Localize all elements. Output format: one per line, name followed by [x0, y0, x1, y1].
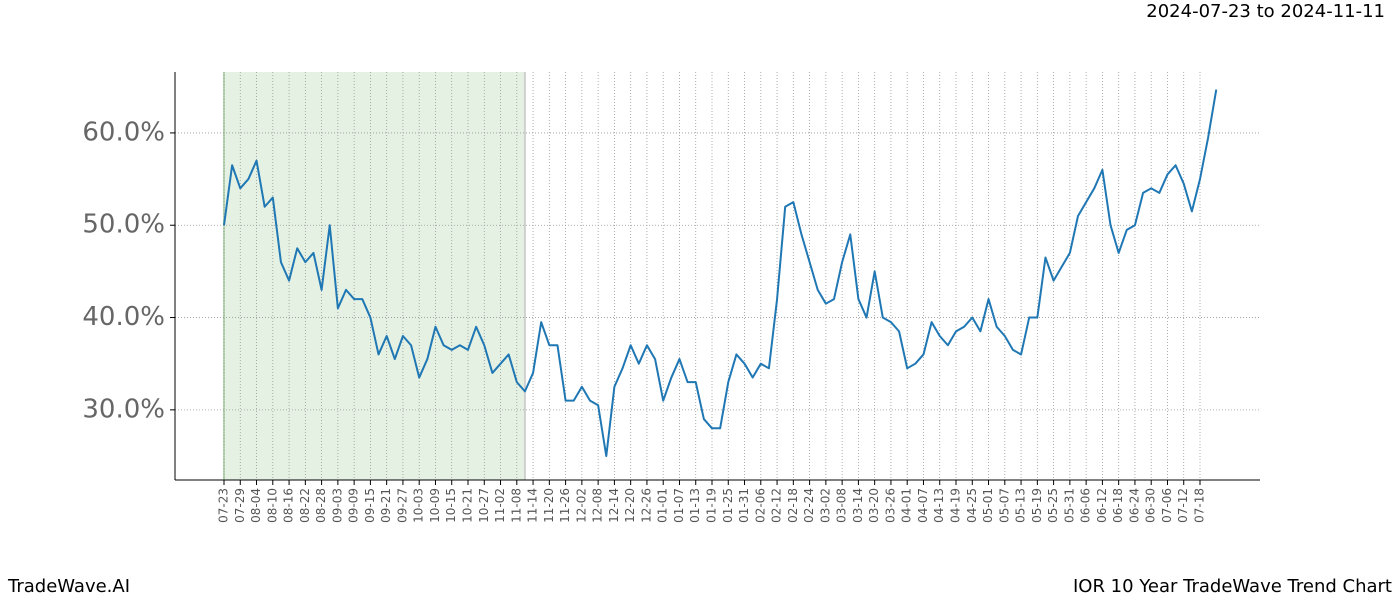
x-tick-label: 10-15	[444, 488, 458, 523]
x-tick-label: 02-18	[786, 488, 800, 523]
x-tick-label: 01-31	[737, 488, 751, 523]
x-tick-label: 05-19	[1030, 488, 1044, 523]
x-tick-label: 07-12	[1176, 488, 1190, 523]
x-tick-label: 10-09	[428, 488, 442, 523]
x-tick-label: 10-03	[412, 488, 426, 523]
x-tick-label: 08-28	[314, 488, 328, 523]
x-tick-label: 02-24	[802, 488, 816, 523]
footer-left: TradeWave.AI	[7, 576, 130, 597]
x-tick-label: 11-20	[542, 488, 556, 523]
x-tick-label: 08-16	[282, 488, 296, 523]
x-tick-label: 11-08	[509, 488, 523, 523]
y-tick-label: 60.0%	[82, 117, 165, 147]
highlight-region	[224, 72, 525, 480]
x-tick-label: 11-26	[558, 488, 572, 523]
x-tick-label: 05-13	[1014, 488, 1028, 523]
x-tick-label: 05-01	[981, 488, 995, 523]
x-tick-label: 01-25	[721, 488, 735, 523]
y-tick-label: 40.0%	[82, 302, 165, 332]
x-tick-label: 07-06	[1160, 488, 1174, 523]
x-tick-label: 05-07	[997, 488, 1011, 523]
x-tick-label: 03-14	[851, 488, 865, 523]
x-tick-label: 12-20	[623, 488, 637, 523]
chart-title: 2024-07-23 to 2024-11-11	[1146, 1, 1385, 22]
y-tick-label: 30.0%	[82, 394, 165, 424]
data-line	[223, 89, 1218, 457]
x-tick-label: 02-12	[770, 488, 784, 523]
x-tick-label: 10-21	[461, 488, 475, 523]
x-tick-label: 06-12	[1095, 488, 1109, 523]
x-tick-label: 12-08	[591, 488, 605, 523]
x-tick-label: 01-07	[672, 488, 686, 523]
x-tick-label: 07-29	[233, 488, 247, 523]
x-tick-label: 09-27	[395, 488, 409, 523]
x-tick-label: 09-15	[363, 488, 377, 523]
x-tick-label: 12-14	[607, 488, 621, 523]
x-tick-label: 05-31	[1062, 488, 1076, 523]
x-tick-label: 02-06	[753, 488, 767, 523]
x-tick-label: 12-02	[574, 488, 588, 523]
x-tick-label: 07-23	[217, 488, 231, 523]
x-tick-label: 12-26	[639, 488, 653, 523]
x-tick-label: 08-04	[249, 488, 263, 523]
footer-right: IOR 10 Year TradeWave Trend Chart	[1073, 576, 1392, 597]
x-tick-label: 03-02	[818, 488, 832, 523]
x-tick-label: 04-01	[900, 488, 914, 523]
x-tick-label: 09-09	[347, 488, 361, 523]
x-tick-label: 06-30	[1144, 488, 1158, 523]
x-tick-label: 05-25	[1046, 488, 1060, 523]
x-tick-label: 10-27	[477, 488, 491, 523]
x-tick-label: 04-19	[949, 488, 963, 523]
x-tick-label: 09-03	[330, 488, 344, 523]
x-tick-label: 03-26	[883, 488, 897, 523]
y-tick-label: 50.0%	[82, 210, 165, 240]
x-tick-label: 06-24	[1127, 488, 1141, 523]
x-tick-label: 08-10	[265, 488, 279, 523]
x-tick-label: 06-18	[1111, 488, 1125, 523]
x-tick-label: 03-08	[835, 488, 849, 523]
x-tick-label: 09-21	[379, 488, 393, 523]
x-tick-label: 01-01	[656, 488, 670, 523]
x-tick-label: 11-02	[493, 488, 507, 523]
x-tick-label: 06-06	[1079, 488, 1093, 523]
x-tick-label: 04-07	[916, 488, 930, 523]
x-tick-label: 01-13	[688, 488, 702, 523]
x-tick-label: 11-14	[526, 488, 540, 523]
x-tick-label: 07-18	[1193, 488, 1207, 523]
x-tick-label: 03-20	[867, 488, 881, 523]
x-tick-label: 04-25	[965, 488, 979, 523]
x-tick-label: 01-19	[705, 488, 719, 523]
x-tick-label: 08-22	[298, 488, 312, 523]
x-tick-label: 04-13	[932, 488, 946, 523]
